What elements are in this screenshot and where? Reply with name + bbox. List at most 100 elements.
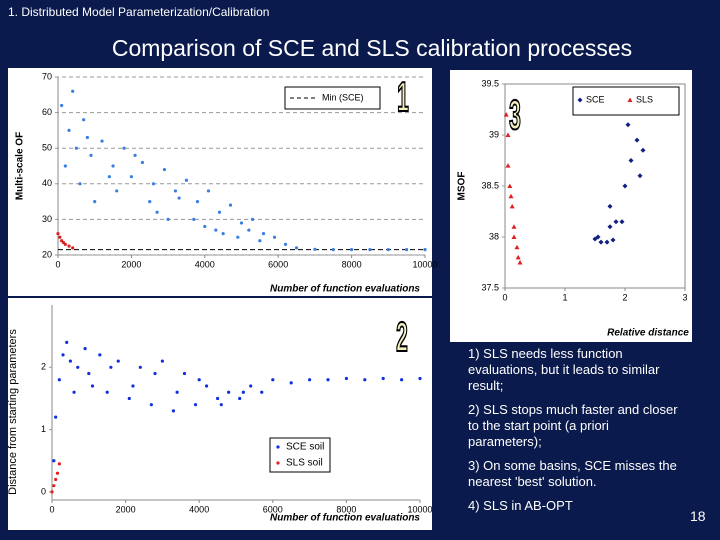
point: [619, 219, 625, 225]
x-tick-label: 4000: [195, 259, 215, 269]
point: [151, 182, 156, 186]
point: [68, 359, 72, 363]
point: [54, 477, 58, 482]
legend-box: [284, 86, 381, 110]
point: [260, 390, 264, 394]
x-tick-label: 2000: [116, 504, 136, 514]
point: [517, 260, 523, 265]
point: [82, 118, 86, 122]
x-tick-label: 6000: [263, 504, 283, 514]
point: [153, 371, 157, 376]
point: [515, 254, 521, 260]
point: [133, 153, 137, 157]
point: [308, 378, 312, 382]
x-tick-label: 10000: [412, 259, 437, 269]
point: [283, 242, 288, 246]
note: 2) SLS stops much faster and closer to t…: [468, 402, 678, 449]
x-axis-label: Relative distance: [607, 328, 689, 339]
point: [72, 390, 76, 394]
point: [182, 371, 187, 376]
x-tick-label: 2: [622, 292, 627, 302]
x-tick-label: 0: [49, 504, 54, 514]
point: [219, 403, 223, 407]
point: [331, 248, 335, 252]
point: [177, 196, 181, 200]
point: [604, 239, 610, 245]
point: [622, 183, 628, 189]
point: [326, 378, 330, 382]
point: [405, 248, 409, 252]
point: [627, 97, 633, 102]
y-tick-label: 37.5: [481, 282, 499, 292]
y-tick-label: 70: [42, 71, 52, 81]
y-tick-label: 2: [41, 362, 46, 372]
point: [192, 217, 196, 221]
point: [214, 228, 218, 232]
point: [363, 378, 367, 382]
point: [52, 484, 56, 488]
x-tick-label: 8000: [342, 259, 362, 269]
y-tick-label: 1: [41, 424, 46, 434]
annotation: 2: [396, 314, 408, 361]
point: [67, 128, 71, 132]
legend-label: SLS soil: [286, 458, 323, 469]
point: [129, 175, 133, 179]
point: [57, 378, 61, 382]
legend-label: SCE: [586, 94, 605, 104]
point: [400, 378, 404, 382]
point: [503, 112, 509, 117]
y-tick-label: 50: [42, 143, 52, 153]
point: [122, 146, 126, 150]
point: [206, 189, 211, 193]
notes: 1) SLS needs less function evaluations, …: [468, 346, 683, 522]
y-tick-label: 30: [42, 214, 52, 224]
x-tick-label: 1: [562, 292, 567, 302]
point: [272, 235, 277, 239]
point: [261, 232, 266, 236]
point: [105, 390, 109, 394]
point: [171, 409, 176, 413]
point: [221, 232, 225, 236]
point: [76, 365, 80, 369]
annotation: 1: [397, 74, 409, 121]
note: 1) SLS needs less function evaluations, …: [468, 346, 660, 393]
point: [592, 236, 598, 242]
point: [511, 224, 517, 229]
point: [368, 248, 372, 252]
x-tick-label: 0: [502, 292, 507, 302]
y-tick-label: 20: [42, 249, 52, 259]
point: [148, 200, 152, 204]
point: [162, 167, 167, 172]
point: [204, 384, 209, 388]
point: [418, 376, 422, 381]
point: [63, 242, 67, 246]
x-axis-label: Number of function evaluations: [270, 284, 420, 295]
point: [93, 200, 97, 204]
point: [613, 219, 619, 225]
point: [71, 246, 75, 250]
point: [640, 147, 646, 153]
point: [184, 178, 189, 182]
point: [57, 462, 61, 466]
point: [78, 182, 82, 186]
point: [63, 164, 67, 168]
x-tick-label: 10000: [407, 504, 432, 514]
point: [313, 247, 317, 251]
slide-title: Comparison of SCE and SLS calibration pr…: [112, 35, 632, 61]
point: [238, 396, 242, 401]
point: [294, 246, 299, 250]
point: [71, 89, 75, 93]
point: [236, 235, 240, 239]
y-axis-label: MSOF: [457, 172, 468, 201]
point: [607, 203, 613, 209]
point: [90, 384, 95, 388]
point: [239, 221, 244, 225]
point: [289, 381, 293, 385]
y-tick-label: 40: [42, 178, 52, 188]
point: [65, 340, 69, 344]
annotation: 3: [509, 92, 521, 139]
legend-label: SCE soil: [286, 442, 324, 453]
y-tick-label: 39: [489, 129, 499, 139]
point: [241, 390, 245, 394]
